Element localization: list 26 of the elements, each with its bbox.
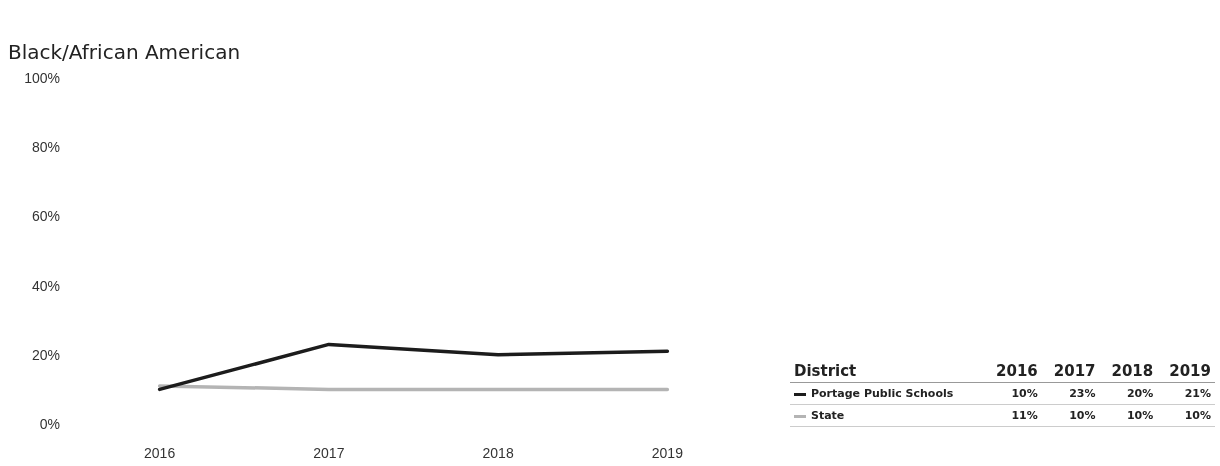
text: 11% — [984, 404, 1042, 427]
text: 10% — [1157, 404, 1215, 427]
y-tick-label: 60% — [31, 208, 60, 225]
x-tick-label: 2018 — [482, 445, 514, 461]
category-label: 2018 — [1111, 362, 1154, 380]
text: 23% — [1041, 382, 1100, 405]
text: 10% — [984, 382, 1042, 405]
chart-title: Black/African American — [8, 40, 241, 64]
text: 21% — [1157, 382, 1215, 405]
legend-label: State — [790, 404, 985, 427]
category-label: 2017 — [1053, 362, 1096, 380]
x-tick-label: 2019 — [651, 445, 684, 461]
text: 10% — [1099, 404, 1158, 427]
text: 10% — [1041, 404, 1100, 427]
y-tick-label: 20% — [31, 346, 60, 363]
x-tick-label: 2016 — [144, 445, 176, 461]
x-tick-label: 2017 — [313, 445, 345, 461]
category-label: 2019 — [1169, 362, 1211, 380]
text: 20% — [1099, 382, 1158, 405]
y-tick-label: 100% — [24, 70, 60, 86]
legend-label: Portage Public Schools — [790, 382, 985, 405]
y-tick-label: 0% — [39, 416, 60, 432]
y-tick-label: 80% — [31, 139, 60, 156]
y-tick-label: 40% — [31, 277, 60, 294]
category-label: 2016 — [996, 362, 1038, 380]
legend-title: District — [790, 360, 985, 383]
